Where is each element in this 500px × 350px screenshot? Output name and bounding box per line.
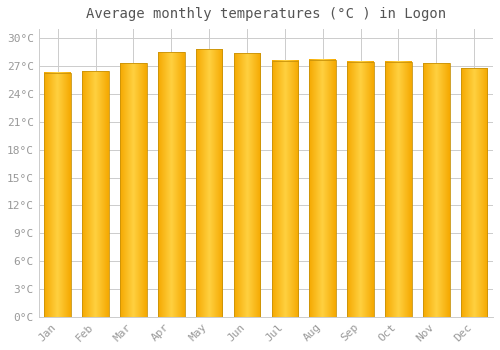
Bar (461, 68, 487, 317)
Bar (272, 61, 298, 317)
Bar (385, 62, 411, 317)
Bar (158, 52, 184, 317)
Bar (348, 62, 374, 317)
Bar (234, 53, 260, 317)
Bar (82, 71, 109, 317)
Bar (120, 63, 146, 317)
Bar (44, 73, 71, 317)
Bar (423, 63, 450, 317)
Title: Average monthly temperatures (°C ) in Logon: Average monthly temperatures (°C ) in Lo… (86, 7, 446, 21)
Bar (196, 49, 222, 317)
Bar (310, 60, 336, 317)
